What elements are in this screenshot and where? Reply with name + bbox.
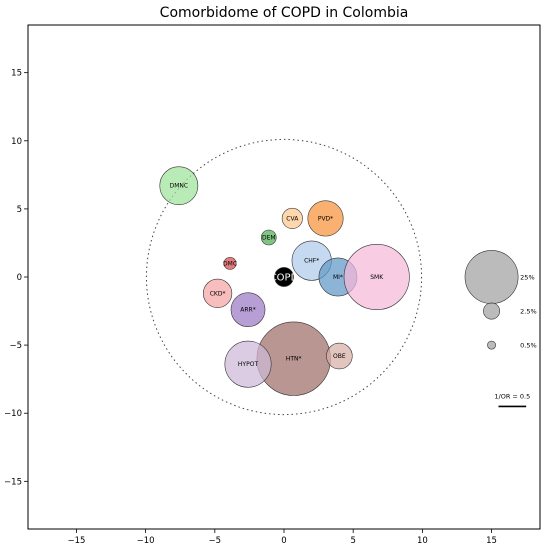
y-tick-label: −10: [4, 409, 22, 419]
bubble-label: HYPOT: [238, 361, 259, 368]
y-tick-label: 5: [17, 205, 22, 215]
x-tick-label: 5: [350, 536, 355, 546]
bubble-arr: [230, 292, 266, 328]
y-tick-label: −15: [4, 477, 22, 487]
x-tick-label: −10: [137, 536, 155, 546]
bubble-label: SMK: [370, 274, 384, 281]
y-tick-label: −5: [9, 341, 22, 351]
bubble-dmc: [223, 256, 237, 270]
bubble-dem: [260, 229, 277, 246]
bubble-label: COPD: [270, 273, 299, 284]
bubble-dmnc: [159, 166, 199, 206]
x-tick-label: 15: [486, 536, 497, 546]
size-legend-label: 0.5%: [520, 342, 537, 350]
bubble-label: DEM: [262, 234, 276, 241]
size-legend-circle: [483, 302, 501, 320]
x-tick-label: 10: [417, 536, 428, 546]
bubble-label: OBE: [333, 353, 346, 360]
bubble-cva: [281, 207, 303, 229]
plot-area: −15 −10 −5 0 5 10 15 15 10 5 0 −5 −10 −15 DMNC CVA PVD* D…: [4, 24, 541, 546]
bubble-smk: [343, 244, 410, 310]
scale-bar-label: 1/OR = 0.5: [494, 392, 530, 400]
x-tick-label: 0: [281, 536, 286, 546]
size-legend-label: 2.5%: [520, 308, 537, 316]
y-tick-label: 0: [17, 273, 22, 283]
y-tick-label: 10: [11, 137, 22, 147]
bubble-hypot: [224, 340, 272, 388]
y-tick-label: 15: [11, 69, 22, 79]
size-legend-circle: [487, 340, 496, 350]
bubble-obe: [326, 342, 353, 370]
bubble-label: CKD*: [210, 290, 226, 297]
bubble-pvd: [307, 200, 344, 237]
reference-circle: [145, 138, 423, 416]
bubble-label: MI*: [333, 274, 343, 281]
bubble-label: DMC: [223, 260, 237, 267]
size-legend-label: 25%: [520, 274, 534, 282]
chart-title: Comorbidome of COPD in Colombia: [160, 5, 409, 21]
bubble-label: DMNC: [170, 183, 188, 190]
bubble-label: HTN*: [286, 356, 302, 363]
bubble-label: CVA: [286, 215, 299, 222]
bubble-label: ARR*: [240, 307, 255, 314]
x-tick-label: −5: [209, 536, 222, 546]
bubble-ckd: [202, 278, 233, 308]
bubble-copd: [274, 267, 294, 287]
bubble-label: CHF*: [304, 258, 319, 265]
x-tick-label: −15: [67, 536, 85, 546]
bubble-label: PVD*: [318, 215, 333, 222]
size-legend-circle: [464, 250, 519, 304]
